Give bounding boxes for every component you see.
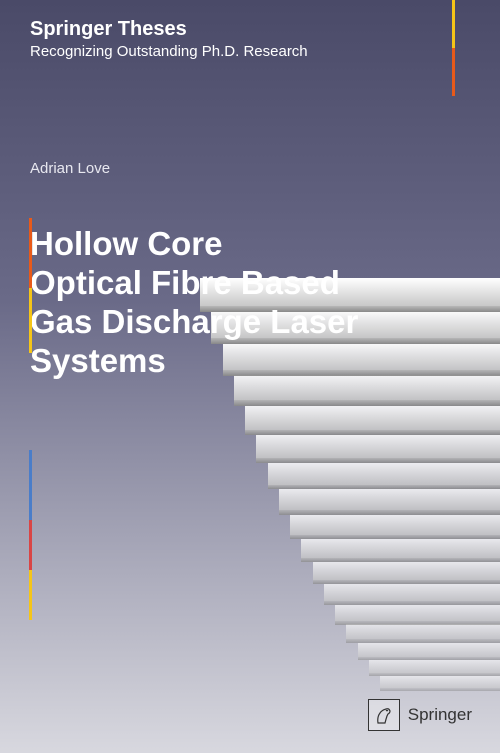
stair-tread	[245, 406, 500, 430]
stair-tread	[268, 463, 500, 485]
accent-bar	[29, 218, 32, 288]
book-cover: Springer Theses Recognizing Outstanding …	[0, 0, 500, 753]
stair-tread	[290, 515, 500, 535]
title-line: Optical Fibre Based	[30, 264, 358, 303]
header: Springer Theses Recognizing Outstanding …	[30, 18, 470, 60]
stair-riser	[290, 535, 500, 540]
stair-riser	[279, 510, 500, 515]
accent-bar	[452, 48, 455, 96]
title-line: Gas Discharge Laser	[30, 303, 358, 342]
accent-bar	[29, 450, 32, 520]
title-line: Systems	[30, 342, 358, 381]
publisher-name: Springer	[408, 705, 472, 725]
stair-riser	[324, 601, 500, 605]
stair-tread	[256, 435, 500, 458]
stair-tread	[369, 660, 500, 673]
title-line: Hollow Core	[30, 225, 358, 264]
stair-tread	[279, 489, 500, 510]
stair-tread	[324, 584, 500, 601]
stair-tread	[346, 624, 500, 639]
stair-riser	[380, 688, 500, 691]
publisher-logo: Springer	[368, 699, 472, 731]
accent-bar	[452, 0, 455, 48]
book-title: Hollow CoreOptical Fibre BasedGas Discha…	[30, 225, 358, 381]
stair-riser	[268, 485, 500, 490]
stair-riser	[245, 430, 500, 435]
accent-bar	[29, 570, 32, 620]
series-subtitle: Recognizing Outstanding Ph.D. Research	[30, 43, 470, 60]
accent-bar	[29, 520, 32, 570]
stair-riser	[358, 657, 500, 660]
series-title: Springer Theses	[30, 18, 470, 41]
stair-tread	[335, 605, 500, 621]
accent-bar	[29, 288, 32, 353]
springer-horse-icon	[368, 699, 400, 731]
stair-riser	[256, 458, 500, 463]
stair-riser	[301, 558, 500, 562]
stair-tread	[313, 562, 500, 580]
stair-riser	[313, 580, 500, 584]
stair-riser	[369, 673, 500, 676]
author-name: Adrian Love	[30, 160, 110, 177]
stair-riser	[335, 621, 500, 625]
stair-tread	[301, 539, 500, 558]
stair-tread	[358, 643, 500, 657]
stair-tread	[380, 676, 500, 688]
stair-riser	[234, 400, 500, 405]
stair-riser	[346, 639, 500, 643]
